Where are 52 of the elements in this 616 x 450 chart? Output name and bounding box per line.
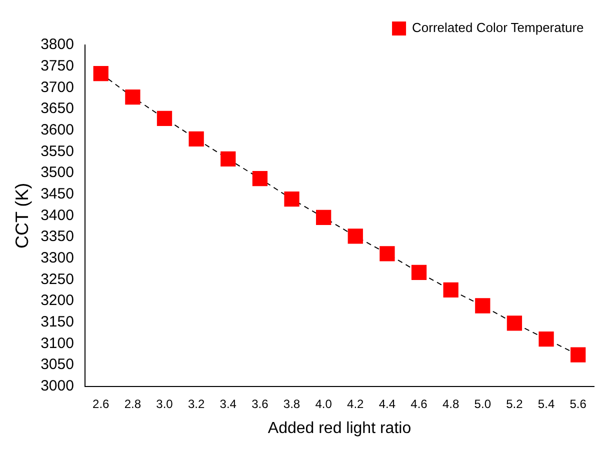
x-axis-title: Added red light ratio [268, 420, 412, 437]
x-tick-label: 5.0 [474, 396, 492, 411]
point [506, 316, 522, 331]
x-tick-label: 4.2 [347, 396, 364, 411]
x-tick-label: 4.4 [378, 396, 396, 411]
y-tick-label: 3450 [40, 186, 74, 203]
x-tick-label: 3.2 [188, 396, 205, 411]
point [570, 347, 586, 362]
y-tick-label: 3000 [40, 378, 74, 395]
x-tick-label: 3.8 [283, 396, 300, 411]
x-tick-label: 4.8 [442, 396, 460, 411]
y-tick-label: 3400 [40, 206, 74, 224]
x-tick-label: 4.6 [410, 396, 428, 411]
y-tick-label: 3300 [40, 250, 74, 267]
x-tick-label: 2.8 [124, 396, 142, 411]
y-tick-label: 3150 [40, 314, 74, 331]
y-tick-label: 3500 [40, 164, 74, 182]
y-tick-label: 3700 [40, 78, 74, 96]
point [443, 282, 458, 298]
x-tick-label: 2.6 [92, 396, 110, 411]
point [380, 246, 395, 262]
y-tick-label: 3650 [40, 100, 74, 118]
point [156, 110, 172, 126]
point [220, 151, 236, 167]
y-tick-label: 3050 [40, 356, 74, 374]
point [475, 298, 490, 314]
point [284, 191, 300, 207]
y-tick-label: 3200 [40, 292, 74, 310]
point [316, 210, 332, 225]
x-tick-label: 5.4 [538, 396, 555, 411]
point [188, 131, 204, 146]
x-tick-label: 5.6 [570, 396, 587, 411]
point [538, 331, 554, 347]
x-tick-label: 4.0 [315, 396, 332, 411]
x-tick-label: 3.6 [252, 396, 269, 411]
point [411, 264, 427, 280]
y-tick-label: 3600 [40, 121, 74, 138]
legend-label: Correlated Color Temperature [412, 20, 584, 36]
y-axis-title: CCT (K) [12, 182, 32, 249]
x-tick-label: 3.4 [220, 396, 237, 411]
y-tick-label: 3750 [40, 57, 74, 74]
point [125, 89, 140, 105]
y-tick-label: 3100 [40, 334, 74, 352]
y-tick-label: 3350 [40, 228, 74, 246]
y-tick-label: 3550 [40, 142, 74, 160]
y-tick-label: 3250 [40, 270, 74, 288]
x-tick-label: 5.2 [506, 396, 524, 411]
point [252, 171, 268, 186]
y-tick-label: 3800 [40, 36, 74, 54]
point [348, 228, 363, 244]
x-tick-label: 3.0 [156, 396, 174, 411]
point [93, 66, 108, 82]
